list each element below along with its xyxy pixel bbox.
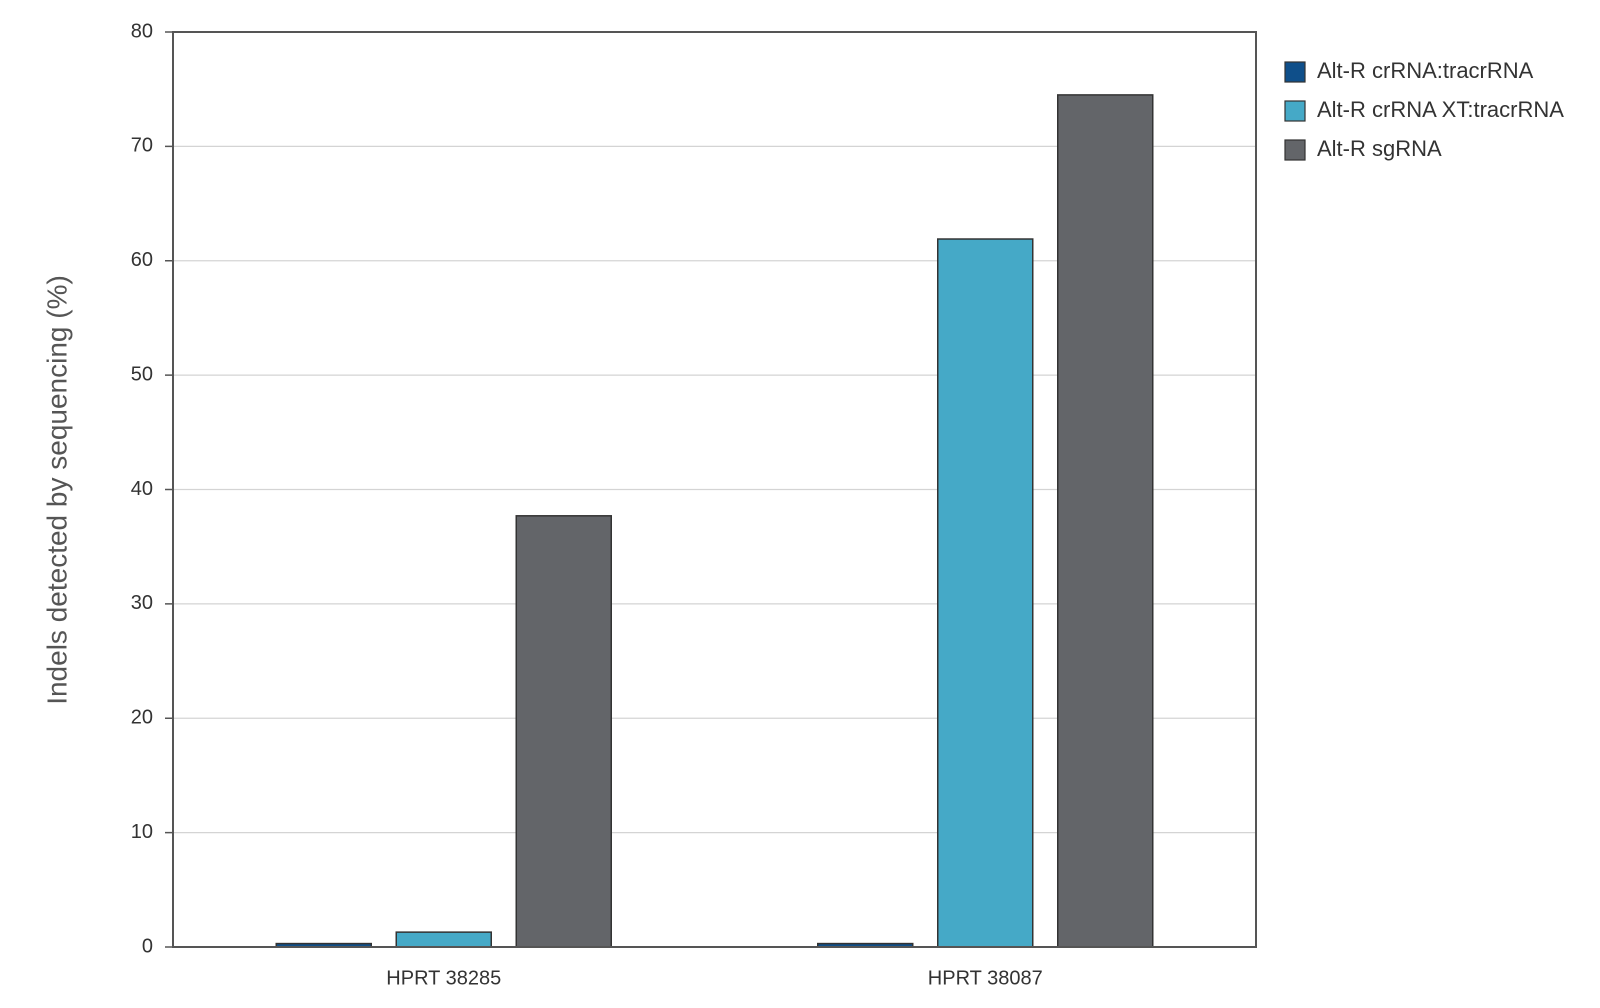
bar <box>1057 94 1154 948</box>
y-tick-label: 30 <box>131 592 153 614</box>
y-tick-label: 10 <box>131 821 153 843</box>
legend-label: Alt-R crRNA XT:tracrRNA <box>1317 97 1564 122</box>
bar <box>395 931 492 948</box>
y-tick-label: 60 <box>131 249 153 271</box>
legend-swatch <box>1284 100 1306 122</box>
y-axis-title: Indels detected by sequencing (%) <box>41 275 72 705</box>
y-tick-label: 70 <box>131 135 153 157</box>
bar <box>937 238 1034 948</box>
x-tick-label: HPRT 38087 <box>928 967 1043 989</box>
legend-swatch <box>1284 139 1306 161</box>
y-tick-label: 20 <box>131 707 153 729</box>
legend-label: Alt-R crRNA:tracrRNA <box>1317 58 1534 83</box>
legend-label: Alt-R sgRNA <box>1317 136 1442 161</box>
y-tick-label: 80 <box>131 20 153 42</box>
y-tick-label: 40 <box>131 478 153 500</box>
bar <box>515 515 612 948</box>
y-tick-label: 50 <box>131 363 153 385</box>
x-tick-label: HPRT 38285 <box>386 967 501 989</box>
legend-swatch <box>1284 61 1306 83</box>
y-tick-label: 0 <box>142 935 153 957</box>
plot-frame <box>172 31 1257 948</box>
